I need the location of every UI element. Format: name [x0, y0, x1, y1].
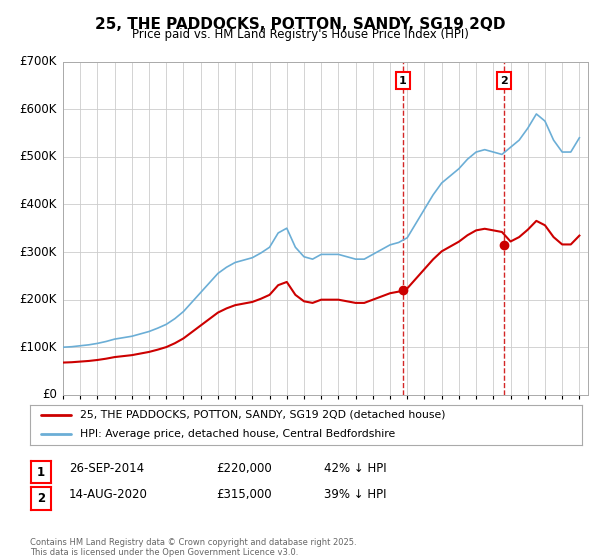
Text: Price paid vs. HM Land Registry's House Price Index (HPI): Price paid vs. HM Land Registry's House …	[131, 28, 469, 41]
Text: 39% ↓ HPI: 39% ↓ HPI	[324, 488, 386, 501]
Text: £600K: £600K	[19, 102, 57, 116]
Text: £220,000: £220,000	[216, 462, 272, 475]
Text: 25, THE PADDOCKS, POTTON, SANDY, SG19 2QD (detached house): 25, THE PADDOCKS, POTTON, SANDY, SG19 2Q…	[80, 410, 445, 420]
Text: £200K: £200K	[19, 293, 57, 306]
Text: 14-AUG-2020: 14-AUG-2020	[69, 488, 148, 501]
Text: £300K: £300K	[19, 245, 57, 259]
Text: £400K: £400K	[19, 198, 57, 211]
Text: 26-SEP-2014: 26-SEP-2014	[69, 462, 144, 475]
Text: HPI: Average price, detached house, Central Bedfordshire: HPI: Average price, detached house, Cent…	[80, 429, 395, 439]
Text: 25, THE PADDOCKS, POTTON, SANDY, SG19 2QD: 25, THE PADDOCKS, POTTON, SANDY, SG19 2Q…	[95, 17, 505, 32]
Text: 2: 2	[37, 492, 45, 505]
Text: Contains HM Land Registry data © Crown copyright and database right 2025.
This d: Contains HM Land Registry data © Crown c…	[30, 538, 356, 557]
Text: £315,000: £315,000	[216, 488, 272, 501]
Text: £100K: £100K	[19, 340, 57, 354]
Text: 42% ↓ HPI: 42% ↓ HPI	[324, 462, 386, 475]
Text: 2: 2	[500, 76, 508, 86]
Text: 1: 1	[37, 465, 45, 479]
Text: 1: 1	[399, 76, 407, 86]
Text: £0: £0	[42, 388, 57, 402]
Text: £500K: £500K	[19, 150, 57, 164]
Text: £700K: £700K	[19, 55, 57, 68]
